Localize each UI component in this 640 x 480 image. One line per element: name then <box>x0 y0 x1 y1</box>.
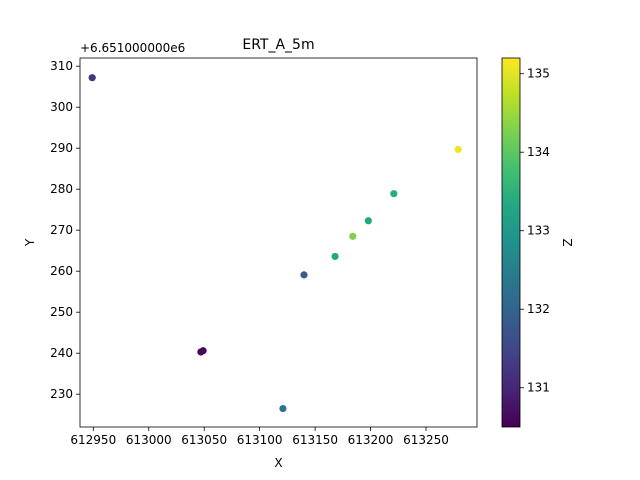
y-tick-label: 300 <box>50 100 73 114</box>
data-point <box>454 145 462 154</box>
x-tick-label: 613250 <box>403 433 449 447</box>
colorbar-label: Z <box>561 238 575 246</box>
y-tick-label: 230 <box>50 387 73 401</box>
data-point <box>300 271 308 279</box>
y-axis-label: Y <box>23 238 37 247</box>
colorbar-tick-label: 133 <box>527 224 550 238</box>
x-axis-label: X <box>274 456 282 470</box>
x-tick-label: 612950 <box>70 433 116 447</box>
colorbar-tick-label: 134 <box>527 145 550 159</box>
data-points <box>88 74 462 413</box>
plot-area-frame <box>79 57 478 428</box>
x-tick-label: 613000 <box>126 433 172 447</box>
colorbar-tick-label: 135 <box>527 67 550 81</box>
data-point <box>331 252 339 261</box>
y-tick-label: 270 <box>50 223 73 237</box>
colorbar-tick-label: 131 <box>527 381 550 395</box>
y-axis-offset-label: +6.651000000e6 <box>80 41 185 55</box>
x-tick-label: 613150 <box>292 433 338 447</box>
chart-title: ERT_A_5m <box>242 37 314 53</box>
y-tick-label: 290 <box>50 141 73 155</box>
data-point <box>199 347 207 355</box>
x-tick-label: 613050 <box>181 433 227 447</box>
data-point <box>279 404 287 413</box>
data-point <box>88 74 96 82</box>
colorbar-ticks: 131 132 133 134 135 <box>520 67 550 395</box>
colorbar <box>501 57 521 428</box>
y-tick-label: 280 <box>50 182 73 196</box>
y-tick-label: 310 <box>50 59 73 73</box>
y-tick-label: 260 <box>50 264 73 278</box>
data-point <box>349 232 357 240</box>
data-point <box>364 217 372 225</box>
x-tick-label: 613100 <box>237 433 283 447</box>
x-axis-ticks: 612950 613000 613050 613100 613150 613200 6132… <box>70 427 449 447</box>
y-tick-label: 240 <box>50 346 73 360</box>
colorbar-tick-label: 132 <box>527 302 550 316</box>
y-tick-label: 250 <box>50 305 73 319</box>
data-point <box>390 190 398 198</box>
y-axis-ticks: 230 240 250 260 270 280 290 300 310 <box>50 59 80 401</box>
x-tick-label: 613200 <box>348 433 394 447</box>
